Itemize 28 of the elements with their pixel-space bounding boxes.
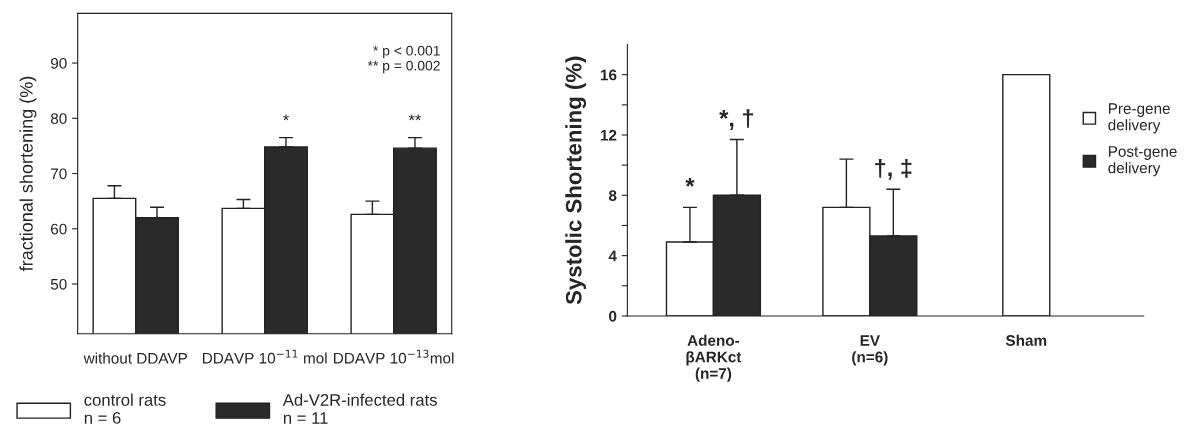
y-tick-label: 12 <box>600 129 617 141</box>
annotation: *, † <box>719 109 754 130</box>
annotation: * <box>685 177 695 187</box>
annotation: †, ‡ <box>875 158 912 180</box>
y-axis-title: fractional shortening (%) <box>19 76 37 272</box>
x-tick-label: DDAVP 10$^{−13}$mol <box>334 349 454 364</box>
y-tick-label: 90 <box>50 57 67 69</box>
y-tick-label: 60 <box>51 223 67 235</box>
legend-label: Pre-gene delivery <box>1108 103 1170 134</box>
y-tick-label: 0 <box>609 310 617 322</box>
y-axis-title: Systolic Shortening (%) <box>565 56 587 305</box>
y-tick-label: 4 <box>608 250 617 262</box>
y-tick-label: 80 <box>50 113 67 124</box>
x-tick-label: without DDAVP <box>83 352 187 364</box>
x-tick-label: Sham <box>1005 334 1047 346</box>
y-tick-label: 8 <box>608 190 617 201</box>
annotation: ** <box>408 114 422 121</box>
legend-label: Ad-V2R-infected rats n = 11 <box>282 393 437 424</box>
annotation: * p < 0.001 ** p = 0.002 <box>367 45 440 74</box>
y-tick-label: 50 <box>50 278 67 290</box>
x-tick-label: DDAVP 10$^{−11}$ mol <box>203 349 327 364</box>
legend-label: Post-gene delivery <box>1108 146 1177 177</box>
y-tick-label: 16 <box>600 69 617 81</box>
y-tick-label: 70 <box>51 168 67 180</box>
annotation: * <box>283 114 289 121</box>
legend-label: control rats n = 6 <box>84 393 166 424</box>
x-tick-label: EV (n=6) <box>852 335 888 366</box>
x-tick-label: Adeno- βARKct (n=7) <box>686 334 742 382</box>
